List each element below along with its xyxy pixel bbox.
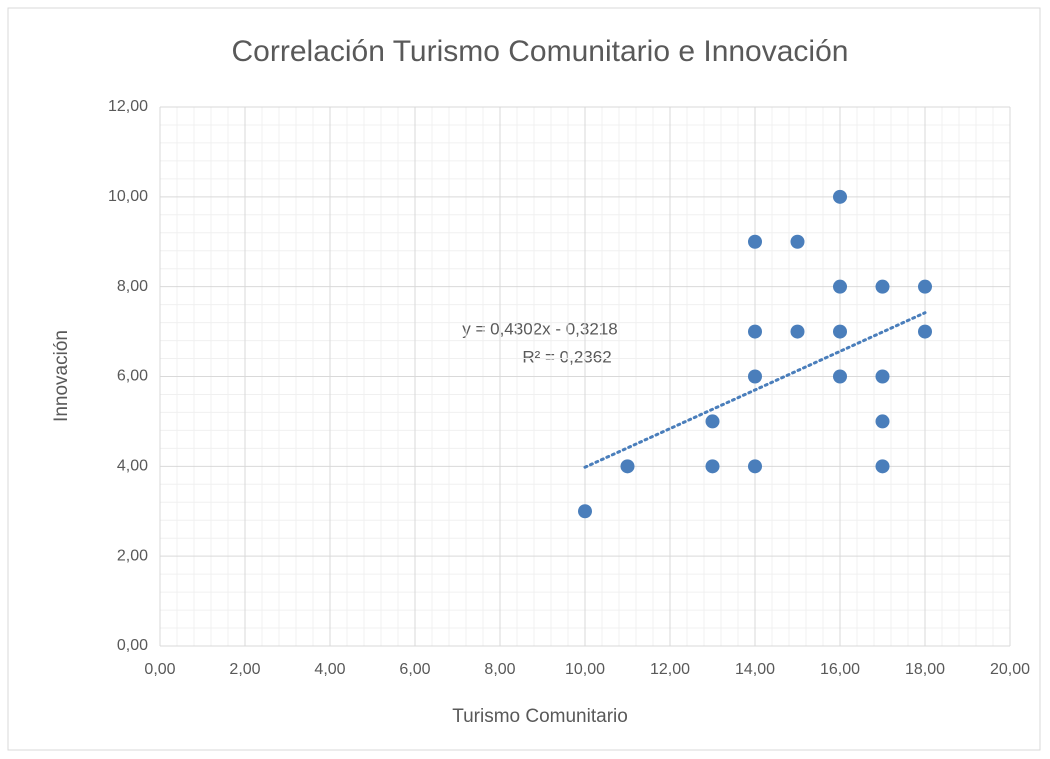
- scatter-point: [748, 369, 762, 384]
- scatter-point: [748, 234, 762, 249]
- y-tick-label: 4,00: [117, 458, 148, 475]
- x-tick-label: 2,00: [229, 661, 260, 678]
- scatter-point: [875, 414, 890, 429]
- x-tick-label: 12,00: [650, 661, 690, 678]
- scatter-point: [918, 279, 932, 294]
- scatter-point: [833, 189, 847, 204]
- y-axis-label: Innovación: [51, 330, 72, 422]
- scatter-point: [875, 279, 890, 294]
- trendline: [583, 311, 927, 469]
- trend-r2: R² = 0,2362: [522, 347, 611, 366]
- scatter-point: [620, 459, 635, 474]
- scatter-point: [833, 324, 847, 339]
- scatter-point: [748, 459, 762, 474]
- scatter-point: [790, 324, 805, 339]
- y-tick-label: 10,00: [108, 188, 148, 205]
- x-tick-label: 6,00: [399, 661, 430, 678]
- scatter-point: [578, 504, 592, 519]
- x-tick-label: 16,00: [820, 661, 860, 678]
- x-axis-label: Turismo Comunitario: [452, 706, 628, 727]
- x-tick-label: 4,00: [314, 661, 345, 678]
- scatter-point: [833, 279, 847, 294]
- scatter-point: [748, 324, 762, 339]
- scatter-point: [918, 324, 932, 339]
- x-tick-label: 8,00: [484, 661, 515, 678]
- scatter-point: [705, 459, 720, 474]
- y-tick-label: 0,00: [117, 637, 148, 654]
- x-tick-label: 20,00: [990, 661, 1030, 678]
- x-tick-label: 10,00: [565, 661, 605, 678]
- y-tick-label: 2,00: [117, 547, 148, 564]
- scatter-point: [705, 414, 720, 429]
- scatter-point: [833, 369, 847, 384]
- scatter-point: [790, 234, 805, 249]
- y-tick-label: 12,00: [108, 98, 148, 115]
- trend-equation: y = 0,4302x - 0,3218: [462, 319, 617, 338]
- chart-title: Correlación Turismo Comunitario e Innova…: [232, 35, 849, 68]
- y-tick-label: 8,00: [117, 278, 148, 295]
- x-tick-label: 18,00: [905, 661, 945, 678]
- x-tick-label: 14,00: [735, 661, 775, 678]
- y-tick-label: 6,00: [117, 368, 148, 385]
- scatter-point: [875, 459, 890, 474]
- chart-border: [7, 7, 1041, 751]
- scatter-point: [875, 369, 890, 384]
- x-tick-label: 0,00: [144, 661, 175, 678]
